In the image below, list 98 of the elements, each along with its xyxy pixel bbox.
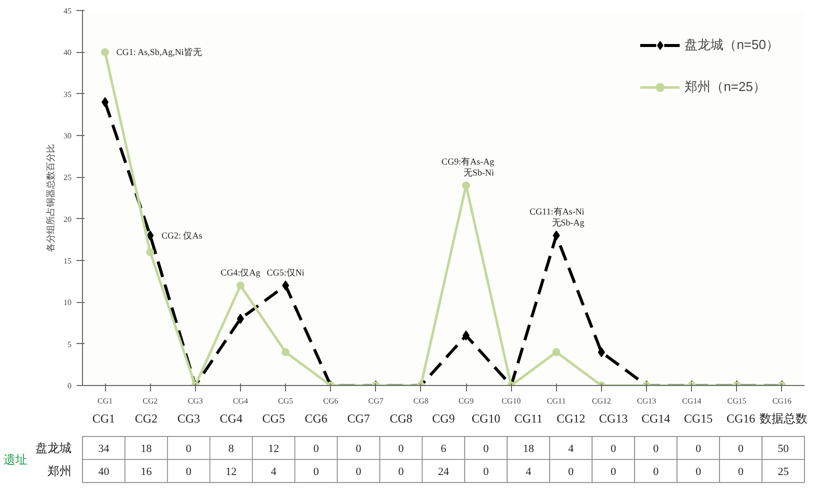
data-label: 0 — [696, 466, 702, 478]
y-tick-label: 25 — [64, 173, 72, 182]
x-tick-label: 数据总数 — [759, 412, 808, 426]
data-label: 0 — [313, 443, 320, 455]
point — [462, 182, 470, 190]
x-tick-label: CG1 — [98, 396, 113, 406]
x-tick-label: CG9 — [432, 412, 455, 426]
data-label: 0 — [186, 466, 192, 478]
data-label: 4 — [526, 466, 532, 478]
y-tick-label: 40 — [64, 48, 72, 58]
data-label: 0 — [313, 466, 320, 478]
x-tick-label: CG13 — [637, 396, 656, 406]
data-label: 34 — [98, 443, 110, 455]
point — [236, 314, 244, 324]
x-tick-label: CG6 — [304, 412, 328, 426]
data-label: 0 — [653, 443, 660, 455]
annotation: CG9:有As-Ag 无Sb-Ni — [442, 156, 495, 178]
x-tick-label: CG15 — [684, 412, 713, 426]
data-label: 0 — [356, 443, 362, 455]
x-tick-label: CG5 — [278, 396, 294, 406]
x-tick-label: CG10 — [472, 412, 500, 426]
data-label: 0 — [653, 466, 660, 478]
data-label: 24 — [438, 466, 450, 478]
data-label: 12 — [268, 443, 280, 455]
x-tick-label: CG12 — [592, 396, 612, 406]
data-label: 25 — [778, 466, 790, 478]
data-label: 16 — [140, 466, 152, 478]
x-tick-label: CG16 — [726, 412, 756, 426]
data-label: 0 — [483, 466, 490, 478]
legend-label: 盘龙城（n=50） — [684, 36, 779, 54]
y-tick-label: 郑州 — [48, 464, 72, 478]
data-label: 0 — [186, 443, 192, 455]
data-label: 0 — [696, 443, 702, 455]
y-tick-label: 5 — [68, 340, 72, 349]
point — [146, 230, 154, 240]
x-tick-label: CG15 — [727, 396, 746, 406]
legend-label: 郑州（n=25） — [684, 78, 766, 96]
point — [462, 330, 470, 340]
x-tick-label: CG2 — [142, 396, 158, 406]
y-axis-title: 遗址 — [4, 452, 28, 466]
y-tick-label: 30 — [64, 132, 72, 140]
data-label: 0 — [738, 443, 744, 455]
data-label: 0 — [610, 466, 617, 478]
y-tick-label: 20 — [64, 214, 72, 224]
data-label: 12 — [226, 466, 237, 478]
x-tick-label: CG4 — [220, 412, 242, 426]
x-tick-label: CG3 — [177, 412, 200, 426]
y-tick-label: 0 — [68, 382, 72, 390]
annotation: CG2: 仅As — [161, 230, 203, 240]
x-tick-label: CG5 — [262, 412, 285, 426]
y-tick-label: 35 — [64, 90, 72, 99]
data-label: 6 — [440, 443, 447, 455]
data-label: 4 — [568, 443, 574, 455]
x-tick-label: CG7 — [368, 396, 384, 406]
point — [236, 282, 244, 290]
x-tick-label: CG4 — [232, 396, 248, 406]
data-label: 0 — [483, 443, 490, 455]
x-tick-label: CG2 — [134, 412, 158, 426]
x-tick-label: CG3 — [188, 396, 203, 406]
x-tick-label: CG12 — [556, 412, 586, 426]
annotation: CG1: As,Sb,Ag,Ni皆无 — [116, 47, 202, 58]
point — [282, 280, 290, 290]
x-tick-label: CG14 — [642, 412, 670, 426]
x-tick-label: CG16 — [772, 396, 792, 406]
x-tick-label: CG11 — [514, 412, 543, 426]
data-label: 4 — [270, 466, 277, 478]
annotation: CG11:有As-Ni 无Sb-Ag — [530, 206, 585, 228]
data-label: 50 — [778, 443, 790, 455]
y-axis-title: 各分组所占铜器总数百分比 — [46, 144, 56, 252]
x-tick-label: CG9 — [458, 396, 474, 406]
y-tick-label: 15 — [64, 256, 72, 266]
x-tick-label: CG8 — [413, 396, 429, 406]
y-tick-label: 10 — [64, 298, 72, 308]
data-label: 0 — [398, 443, 404, 455]
data-label: 0 — [398, 466, 404, 478]
data-label: 18 — [522, 443, 534, 455]
point — [552, 230, 560, 240]
x-tick-label: CG13 — [599, 412, 628, 426]
data-label: 0 — [610, 443, 617, 455]
x-tick-label: CG14 — [682, 396, 702, 406]
x-tick-label: CG8 — [390, 412, 412, 426]
y-tick-label: 盘龙城 — [36, 441, 72, 455]
x-tick-label: CG6 — [323, 396, 338, 406]
annotation: CG5:仅Ni — [266, 268, 305, 278]
x-tick-label: CG10 — [502, 396, 521, 406]
data-label: 40 — [98, 466, 110, 478]
data-label: 0 — [356, 466, 362, 478]
point — [102, 97, 109, 108]
x-tick-label: CG11 — [546, 396, 566, 406]
data-label: 18 — [140, 443, 152, 455]
annotation: CG4:仅Ag — [220, 268, 261, 278]
point — [146, 248, 154, 256]
data-label: 0 — [568, 466, 574, 478]
y-tick-label: 45 — [64, 6, 72, 16]
data-label: 0 — [738, 466, 744, 478]
data-label: 8 — [228, 443, 234, 455]
x-tick-label: CG1 — [92, 412, 116, 426]
x-tick-label: CG7 — [347, 412, 370, 426]
